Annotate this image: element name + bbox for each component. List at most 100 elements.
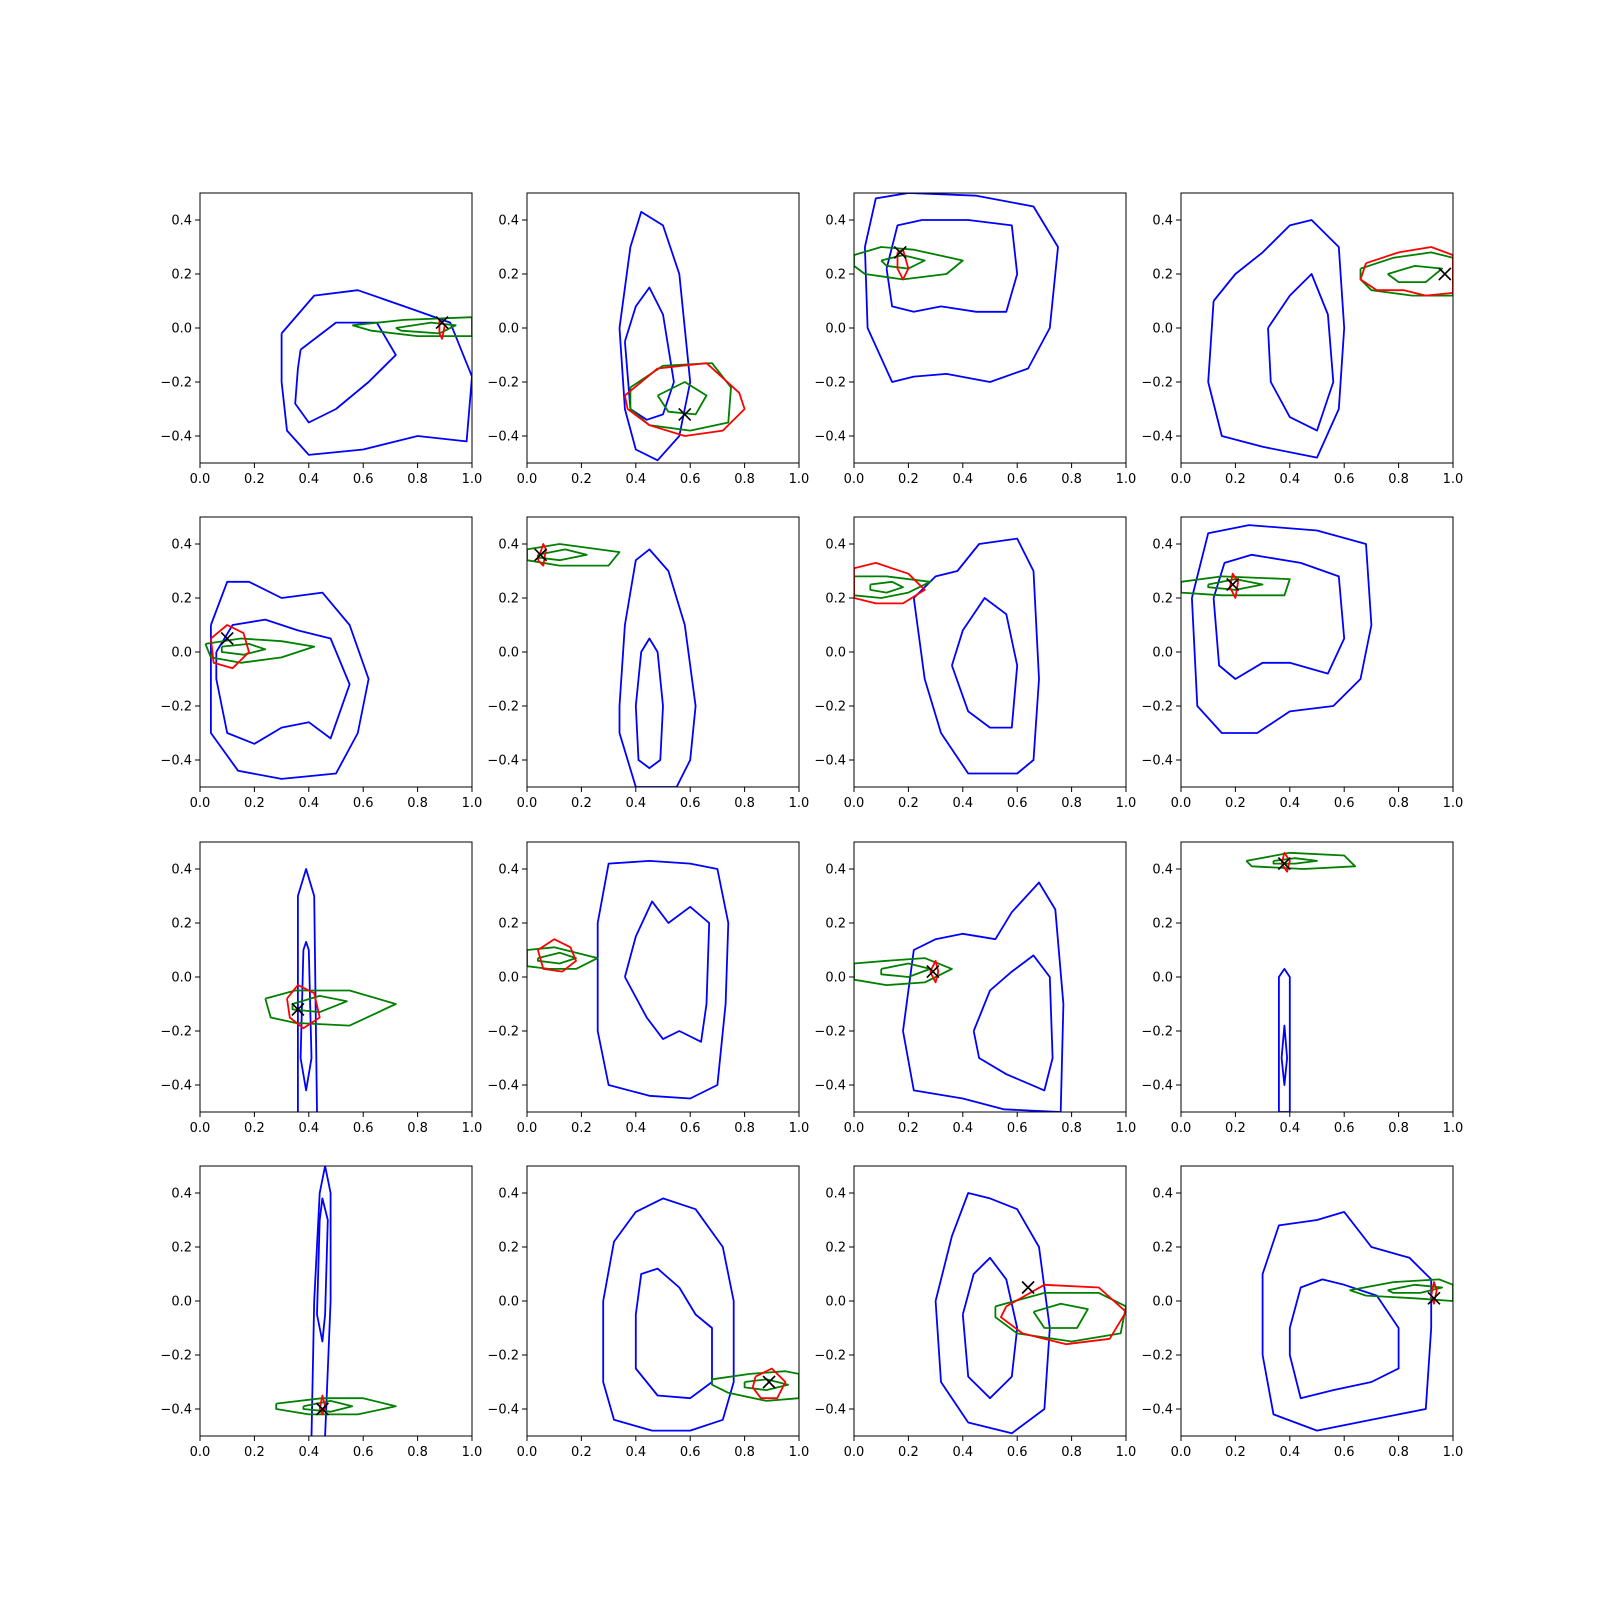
x-tick-label: 0.4 — [1279, 1121, 1300, 1136]
y-tick-label: 0.4 — [825, 538, 846, 553]
x-tick-label: 0.2 — [898, 796, 919, 811]
panel-16: 0.0 0.2 0.4 0.6 0.8 1.0 −0.4 −0.2 0.0 0.2 0.4 — [1141, 1165, 1463, 1460]
plot-area — [204, 580, 370, 780]
outer-contour — [596, 860, 730, 1100]
x-marker — [893, 245, 907, 259]
plot-area — [618, 211, 746, 462]
y-tick-label: 0.0 — [498, 322, 519, 337]
y-tick-label: −0.4 — [814, 1079, 846, 1094]
x-tick-label: 1.0 — [462, 1121, 483, 1136]
outer-contour-inner — [299, 941, 313, 1092]
plot-area — [854, 881, 1065, 1112]
x-tick-label: 0.4 — [625, 796, 646, 811]
axes-frame — [526, 841, 800, 1113]
outer-contour-inner — [972, 954, 1054, 1092]
inner-contour — [929, 959, 940, 984]
outer-contour — [210, 580, 370, 780]
x-tick-label: 0.0 — [517, 1445, 538, 1460]
outer-contour-inner — [294, 321, 397, 424]
outer-contour — [297, 868, 318, 1112]
inner-contour — [1000, 1283, 1126, 1346]
x-tick-label: 0.4 — [625, 1121, 646, 1136]
plot-area — [280, 289, 472, 456]
y-tick-label: −0.2 — [160, 1025, 192, 1040]
x-tick-label: 0.8 — [1388, 796, 1409, 811]
x-tick-label: 0.2 — [571, 1445, 592, 1460]
y-tick-label: −0.2 — [487, 700, 519, 715]
middle-contour — [854, 957, 953, 986]
x-tick-label: 0.2 — [1225, 796, 1246, 811]
middle-contour — [527, 543, 621, 567]
plot-area — [527, 860, 730, 1100]
y-tick-label: 0.0 — [498, 646, 519, 661]
x-tick-label: 0.4 — [952, 1445, 973, 1460]
x-tick-label: 0.8 — [1388, 1121, 1409, 1136]
x-marker — [762, 1375, 776, 1389]
plot-area — [934, 1192, 1126, 1435]
axes-frame — [853, 841, 1127, 1113]
outer-contour — [864, 193, 1059, 383]
middle-contour — [275, 1397, 397, 1416]
outer-contour-inner — [1267, 273, 1335, 432]
x-tick-label: 0.6 — [1334, 1121, 1355, 1136]
panel-2: 0.0 0.2 0.4 0.6 0.8 1.0 −0.4 −0.2 0.0 0.2 0.4 — [487, 192, 809, 487]
x-tick-label: 0.0 — [844, 796, 865, 811]
panel-11: 0.0 0.2 0.4 0.6 0.8 1.0 −0.4 −0.2 0.0 0.2 0.4 — [814, 841, 1136, 1136]
y-tick-label: −0.4 — [160, 1403, 192, 1418]
x-tick-label: 1.0 — [1443, 1121, 1464, 1136]
y-tick-label: −0.2 — [814, 376, 846, 391]
x-tick-label: 0.0 — [190, 472, 211, 487]
y-tick-label: 0.2 — [498, 1241, 519, 1256]
outer-contour — [1207, 219, 1346, 459]
y-tick-label: −0.2 — [160, 700, 192, 715]
y-tick-label: 0.2 — [1152, 268, 1173, 283]
middle-contour-inner — [291, 995, 348, 1013]
plot-area — [264, 868, 397, 1112]
x-tick-label: 0.8 — [1061, 1121, 1082, 1136]
x-tick-label: 0.2 — [571, 1121, 592, 1136]
x-tick-label: 0.6 — [680, 472, 701, 487]
y-tick-label: 0.0 — [498, 971, 519, 986]
y-tick-label: 0.0 — [1152, 322, 1173, 337]
outer-contour — [280, 289, 472, 456]
y-tick-label: 0.4 — [498, 863, 519, 878]
middle-contour-inner — [1272, 857, 1318, 865]
y-tick-label: −0.2 — [814, 1349, 846, 1364]
plot-area — [1261, 1211, 1453, 1432]
x-tick-label: 0.4 — [952, 1121, 973, 1136]
middle-contour-inner — [537, 951, 577, 965]
middle-contour-inner — [302, 1400, 354, 1413]
y-tick-label: 0.2 — [1152, 592, 1173, 607]
y-tick-label: −0.2 — [814, 1025, 846, 1040]
panel-13: 0.0 0.2 0.4 0.6 0.8 1.0 −0.4 −0.2 0.0 0.2 0.4 — [160, 1165, 482, 1460]
middle-contour-inner — [880, 254, 926, 270]
outer-contour — [1191, 524, 1373, 734]
axes-frame — [853, 516, 1127, 788]
y-tick-label: 0.0 — [171, 646, 192, 661]
middle-contour-inner — [656, 381, 708, 416]
middle-contour-inner — [1387, 1283, 1443, 1294]
x-tick-label: 1.0 — [1116, 1445, 1137, 1460]
axes-frame — [199, 841, 473, 1113]
y-tick-label: −0.4 — [814, 430, 846, 445]
inner-contour — [1280, 851, 1291, 873]
plot-area — [1181, 524, 1373, 734]
x-tick-label: 0.4 — [952, 796, 973, 811]
x-tick-label: 0.8 — [734, 1445, 755, 1460]
axes-frame — [199, 192, 473, 464]
axes-frame — [526, 192, 800, 464]
axes-frame — [1180, 841, 1454, 1113]
x-tick-label: 0.6 — [353, 796, 374, 811]
x-tick-label: 0.8 — [407, 472, 428, 487]
middle-contour-inner — [880, 962, 932, 978]
y-tick-label: 0.0 — [1152, 971, 1173, 986]
outer-contour-inner — [885, 219, 1019, 313]
y-tick-label: 0.4 — [825, 863, 846, 878]
panel-10: 0.0 0.2 0.4 0.6 0.8 1.0 −0.4 −0.2 0.0 0.2 0.4 — [487, 841, 809, 1136]
y-tick-label: 0.4 — [1152, 1187, 1173, 1202]
x-tick-label: 0.6 — [1007, 1445, 1028, 1460]
axes-frame — [1180, 516, 1454, 788]
inner-contour — [751, 1367, 787, 1400]
inner-contour — [624, 362, 746, 437]
x-marker — [435, 316, 449, 330]
